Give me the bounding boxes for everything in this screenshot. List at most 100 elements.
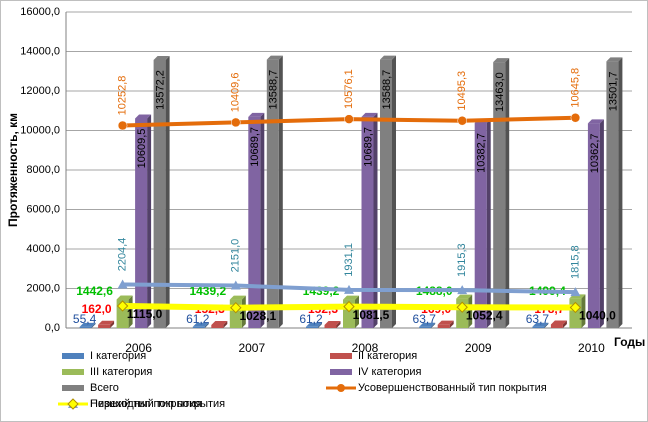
- bar: [550, 324, 563, 328]
- legend-label: Всего: [90, 382, 119, 394]
- data-label: 10382,7: [476, 133, 488, 173]
- data-label: 1028,1: [239, 309, 276, 323]
- y-axis-label: Протяженность, км: [6, 113, 20, 227]
- bar-top: [116, 295, 133, 300]
- data-label: 1815,8: [569, 245, 581, 279]
- bar-top: [211, 320, 228, 325]
- y-tick-label: 2000,0: [26, 282, 60, 294]
- data-label: 10576,1: [343, 69, 355, 109]
- bar-top: [153, 55, 170, 60]
- data-label: 10252,8: [117, 76, 129, 116]
- legend-label: I категория: [90, 350, 146, 362]
- data-label: 13588,7: [268, 70, 280, 110]
- x-tick-label: 2009: [465, 341, 492, 355]
- marker: [456, 301, 468, 313]
- bar-side: [336, 320, 341, 328]
- marker: [231, 117, 241, 128]
- data-label: 10689,7: [249, 127, 261, 167]
- x-tick-label: 2008: [352, 341, 379, 355]
- data-label: 1439,2: [189, 284, 226, 298]
- bar: [192, 326, 205, 328]
- bar-top: [587, 119, 604, 124]
- data-label: 1915,3: [456, 243, 468, 277]
- bar-side: [449, 320, 454, 328]
- bar: [324, 324, 337, 328]
- data-label: 13501,7: [607, 71, 619, 111]
- bar-side: [431, 322, 436, 328]
- bar-top: [248, 112, 265, 117]
- bar-side: [562, 320, 567, 328]
- data-label: 2151,0: [230, 239, 242, 273]
- data-label: 1040,0: [579, 309, 616, 323]
- data-label: 63,7: [526, 312, 550, 326]
- bar: [493, 62, 506, 329]
- data-label: 2204,4: [117, 238, 129, 272]
- bar-side: [241, 295, 246, 328]
- marker: [230, 301, 242, 314]
- bar-top: [532, 322, 549, 327]
- legend-label: Усовершенствованный тип покрытия: [358, 382, 547, 394]
- bar-top: [266, 55, 283, 60]
- bar: [606, 61, 619, 328]
- bar: [135, 118, 148, 328]
- bar: [306, 326, 318, 328]
- bar: [211, 324, 224, 328]
- bar-side: [373, 112, 378, 329]
- bar-side: [147, 114, 152, 328]
- x-axis-label: Годы: [614, 335, 645, 349]
- y-tick-label: 14000,0: [20, 45, 60, 57]
- bar-side: [505, 58, 510, 329]
- marker: [230, 280, 241, 290]
- legend-label: IV категория: [358, 366, 422, 378]
- bar-side: [468, 294, 473, 328]
- legend-swatch: [330, 353, 352, 359]
- y-tick-label: 6000,0: [26, 203, 60, 215]
- bar-side: [581, 294, 586, 328]
- bar-side: [260, 112, 265, 329]
- bar-side: [204, 322, 209, 328]
- marker: [117, 120, 128, 131]
- marker: [569, 301, 582, 314]
- bar-top: [437, 320, 454, 325]
- bar-side: [544, 322, 549, 328]
- x-tick-label: 2010: [578, 341, 605, 355]
- legend-marker: [67, 398, 79, 410]
- bar-top: [550, 320, 567, 325]
- bar-side: [486, 118, 491, 328]
- data-label: 10689,7: [362, 127, 374, 167]
- bar: [587, 123, 600, 329]
- data-label: 1115,0: [127, 307, 163, 321]
- bar-side: [91, 322, 96, 328]
- data-label: 1081,5: [353, 308, 390, 322]
- data-label: 63,7: [413, 312, 437, 326]
- bar: [79, 326, 92, 328]
- bar-top: [456, 294, 473, 299]
- data-label: 1931,1: [343, 243, 355, 277]
- bar-side: [223, 320, 228, 328]
- y-tick-label: 16000,0: [20, 6, 60, 18]
- bar-top: [361, 112, 378, 117]
- marker: [116, 300, 129, 312]
- legend-swatch: [330, 369, 352, 375]
- marker: [117, 279, 128, 289]
- bar-top: [79, 322, 96, 327]
- bar-top: [229, 295, 246, 300]
- bar: [474, 122, 487, 328]
- bar-side: [618, 57, 623, 328]
- bar-top: [324, 320, 341, 325]
- bar-top: [419, 322, 436, 327]
- legend-label: Переходный тип покрытия: [90, 398, 225, 410]
- bar-top: [306, 322, 322, 327]
- bar: [532, 326, 545, 328]
- bar-top: [380, 55, 396, 60]
- data-label: 10409,6: [230, 73, 242, 113]
- legend-swatch: [62, 369, 84, 375]
- bar: [266, 59, 279, 329]
- marker: [344, 114, 354, 124]
- bar-top: [135, 114, 152, 119]
- data-label: 10495,3: [456, 71, 468, 111]
- legend-swatch: [62, 385, 84, 391]
- marker: [457, 115, 467, 126]
